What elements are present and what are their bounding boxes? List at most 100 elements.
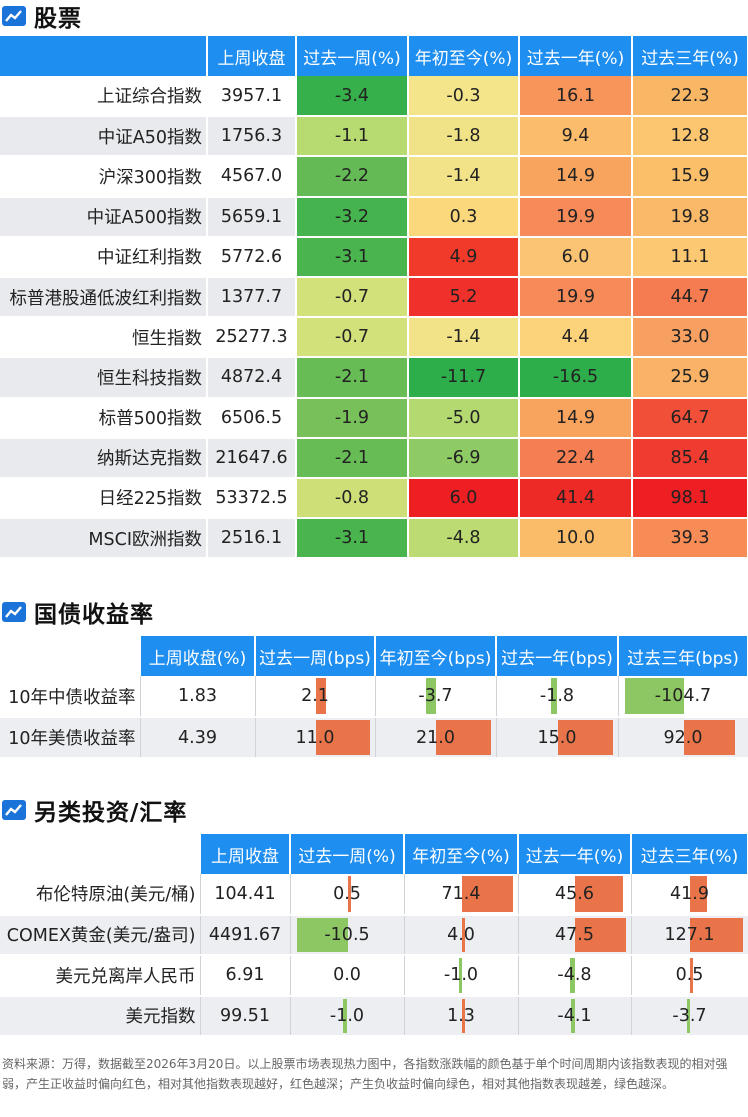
heat-cell-week: -0.7 — [296, 276, 409, 319]
bar-cell-1y: 47.5 — [518, 914, 632, 956]
heat-cell-1y: 14.9 — [519, 397, 633, 439]
row-name: 美元指数 — [0, 995, 201, 1037]
heat-cell-3y: 22.3 — [632, 76, 748, 118]
bar-value: 4.0 — [447, 924, 475, 945]
index-name: 日经225指数 — [0, 477, 208, 520]
alt-header-ytd: 年初至今(%) — [404, 834, 519, 874]
stocks-header-ytd: 年初至今(%) — [408, 36, 520, 76]
row-name: 10年美债收益率 — [0, 717, 141, 759]
stocks-header-3y: 过去三年(%) — [632, 36, 748, 76]
index-close: 2516.1 — [207, 518, 297, 560]
positive-bar — [436, 720, 491, 755]
bar-cell-3y: 127.1 — [631, 914, 748, 956]
stocks-header-name — [0, 36, 208, 76]
alt-investments-table: 上周收盘 过去一周(%) 年初至今(%) 过去一年(%) 过去三年(%) 布伦特… — [0, 834, 748, 1037]
stocks-header-week: 过去一周(%) — [296, 36, 409, 76]
row-close: 6.91 — [200, 955, 291, 997]
alt-title: 另类投资/汇率 — [34, 800, 188, 826]
bar-value: -4.8 — [557, 965, 592, 986]
row-close: 4.39 — [140, 717, 256, 759]
index-name: 纳斯达克指数 — [0, 437, 208, 479]
positive-bar — [690, 876, 708, 912]
heat-cell-1y: 41.4 — [519, 477, 633, 520]
bonds-header-name — [0, 636, 141, 676]
table-row: 10年中债收益率 1.83 2.1 -3.7 -1.8 -104.7 — [0, 676, 748, 718]
table-row: 沪深300指数 4567.0 -2.2 -1.4 14.9 15.9 — [0, 156, 748, 198]
heat-cell-ytd: -1.4 — [408, 156, 520, 198]
bar-cell-1y: 45.6 — [518, 874, 632, 916]
index-close: 3957.1 — [207, 76, 297, 118]
index-name: MSCI欧洲指数 — [0, 518, 208, 560]
bar-cell-week: -1.0 — [290, 995, 405, 1037]
bar-value: -10.5 — [324, 924, 370, 945]
index-name: 上证综合指数 — [0, 76, 208, 118]
alt-header-1y: 过去一年(%) — [518, 834, 632, 874]
bar-value: -104.7 — [654, 686, 712, 706]
negative-bar — [550, 678, 558, 714]
table-row: MSCI欧洲指数 2516.1 -3.1 -4.8 10.0 39.3 — [0, 518, 748, 560]
table-row: 恒生指数 25277.3 -0.7 -1.4 4.4 33.0 — [0, 317, 748, 359]
index-close: 25277.3 — [207, 317, 297, 359]
index-close: 5659.1 — [207, 196, 297, 238]
heat-cell-week: -3.4 — [296, 76, 409, 118]
heat-cell-1y: 22.4 — [519, 437, 633, 479]
bar-value: 41.9 — [670, 883, 709, 904]
bar-cell-week: 2.1 — [255, 676, 376, 718]
heat-cell-ytd: 4.9 — [408, 236, 520, 278]
positive-bar — [461, 917, 465, 952]
heat-cell-3y: 12.8 — [632, 116, 748, 158]
stocks-header-close: 上周收盘 — [207, 36, 297, 76]
negative-bar — [458, 958, 462, 993]
index-name: 标普港股通低波红利指数 — [0, 276, 208, 319]
heat-cell-week: -3.1 — [296, 518, 409, 560]
trend-chart-icon — [2, 6, 26, 26]
heat-cell-3y: 33.0 — [632, 317, 748, 359]
bonds-header-week: 过去一周(bps) — [255, 636, 376, 676]
negative-bar — [570, 998, 575, 1033]
alt-header-3y: 过去三年(%) — [631, 834, 748, 874]
table-row: 10年美债收益率 4.39 11.0 21.0 15.0 92.0 — [0, 717, 748, 759]
heat-cell-3y: 25.9 — [632, 357, 748, 399]
bonds-header-close: 上周收盘(%) — [140, 636, 256, 676]
heat-cell-1y: 4.4 — [519, 317, 633, 359]
heat-cell-1y: 10.0 — [519, 518, 633, 560]
table-row: 恒生科技指数 4872.4 -2.1 -11.7 -16.5 25.9 — [0, 357, 748, 399]
bar-cell-3y: -3.7 — [631, 995, 748, 1037]
bar-value: 0.0 — [333, 965, 361, 986]
stocks-heatmap-table: 上周收盘 过去一周(%) 年初至今(%) 过去一年(%) 过去三年(%) 上证综… — [0, 36, 748, 560]
positive-bar — [683, 720, 736, 755]
heat-cell-1y: 14.9 — [519, 156, 633, 198]
table-row: 标普港股通低波红利指数 1377.7 -0.7 5.2 19.9 44.7 — [0, 276, 748, 319]
heat-cell-week: -3.2 — [296, 196, 409, 238]
heat-cell-3y: 19.8 — [632, 196, 748, 238]
bonds-section-title: 国债收益率 — [0, 596, 154, 628]
negative-bar — [296, 917, 348, 952]
bar-value: 127.1 — [664, 924, 715, 945]
table-row: 中证红利指数 5772.6 -3.1 4.9 6.0 11.1 — [0, 236, 748, 278]
bar-cell-ytd: 1.3 — [404, 995, 519, 1037]
bar-cell-ytd: -1.0 — [404, 955, 519, 997]
negative-bar — [569, 958, 575, 993]
bonds-header-1y: 过去一年(bps) — [496, 636, 619, 676]
positive-bar — [690, 958, 693, 993]
bar-cell-1y: -1.8 — [496, 676, 619, 718]
bar-cell-1y: -4.8 — [518, 955, 632, 997]
heat-cell-1y: 19.9 — [519, 196, 633, 238]
bar-cell-week: -10.5 — [290, 914, 405, 956]
heat-cell-1y: 16.1 — [519, 76, 633, 118]
stocks-section-title: 股票 — [0, 0, 82, 32]
table-row: 标普500指数 6506.5 -1.9 -5.0 14.9 64.7 — [0, 397, 748, 439]
heat-cell-ytd: 5.2 — [408, 276, 520, 319]
bonds-table: 上周收盘(%) 过去一周(bps) 年初至今(bps) 过去一年(bps) 过去… — [0, 636, 748, 759]
alt-header-week: 过去一周(%) — [290, 834, 405, 874]
heat-cell-ytd: 0.3 — [408, 196, 520, 238]
table-row: 美元指数 99.51 -1.0 1.3 -4.1 -3.7 — [0, 995, 748, 1037]
index-close: 4567.0 — [207, 156, 297, 198]
bar-cell-ytd: 21.0 — [375, 717, 497, 759]
index-name: 中证红利指数 — [0, 236, 208, 278]
index-close: 53372.5 — [207, 477, 297, 520]
table-row: 中证A500指数 5659.1 -3.2 0.3 19.9 19.8 — [0, 196, 748, 238]
positive-bar — [690, 917, 743, 952]
bar-cell-week: 11.0 — [255, 717, 376, 759]
row-name: 10年中债收益率 — [0, 676, 141, 718]
